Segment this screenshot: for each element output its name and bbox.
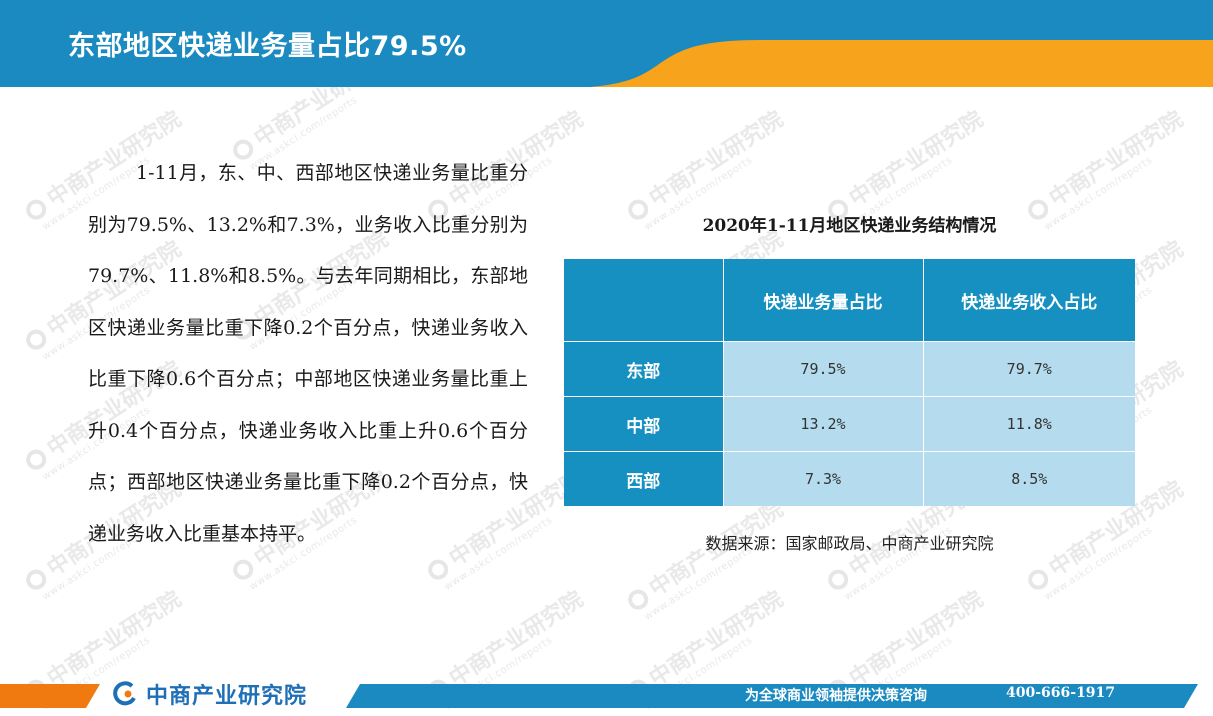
revenue-share-cell: 11.8% — [923, 396, 1135, 452]
body-paragraph: 1-11月，东、中、西部地区快递业务量比重分别为79.5%、13.2%和7.3%… — [88, 162, 528, 545]
footer-bar — [0, 680, 1213, 712]
volume-share-cell: 7.3% — [723, 451, 924, 506]
region-cell: 东部 — [564, 341, 724, 397]
page-title: 东部地区快递业务量占比79.5% — [68, 31, 467, 62]
table-header-row: 快递业务量占比 快递业务收入占比 — [564, 259, 1135, 342]
footer-logo: 中商产业研究院 — [112, 681, 308, 709]
logo-text: 中商产业研究院 — [146, 684, 308, 709]
table-row: 中部 13.2% 11.8% — [564, 396, 1135, 452]
region-cell: 中部 — [564, 396, 724, 452]
regional-structure-table: 快递业务量占比 快递业务收入占比 东部 79.5% 79.7% 中部 13.2%… — [564, 259, 1135, 506]
region-cell: 西部 — [564, 451, 724, 506]
header-background — [0, 0, 1213, 87]
table-row: 东部 79.5% 79.7% — [564, 341, 1135, 397]
header-banner: 东部地区快递业务量占比79.5% — [0, 0, 1213, 87]
table-header-cell: 快递业务收入占比 — [923, 259, 1135, 342]
footer-background — [0, 684, 1198, 708]
data-source: 数据来源：国家邮政局、中商产业研究院 — [705, 534, 994, 553]
revenue-share-cell: 8.5% — [923, 451, 1135, 506]
footer-phone: 400-666-1917 — [1006, 685, 1116, 701]
table-title: 2020年1-11月地区快递业务结构情况 — [702, 216, 997, 236]
table-row: 西部 7.3% 8.5% — [564, 451, 1135, 506]
revenue-share-cell: 79.7% — [923, 341, 1135, 397]
footer-slogan: 为全球商业领袖提供决策咨询 — [745, 688, 927, 704]
logo-icon — [113, 681, 136, 706]
table-header-cell — [564, 259, 724, 342]
volume-share-cell: 79.5% — [723, 341, 924, 397]
table-header-cell: 快递业务量占比 — [723, 259, 924, 342]
volume-share-cell: 13.2% — [723, 396, 924, 452]
